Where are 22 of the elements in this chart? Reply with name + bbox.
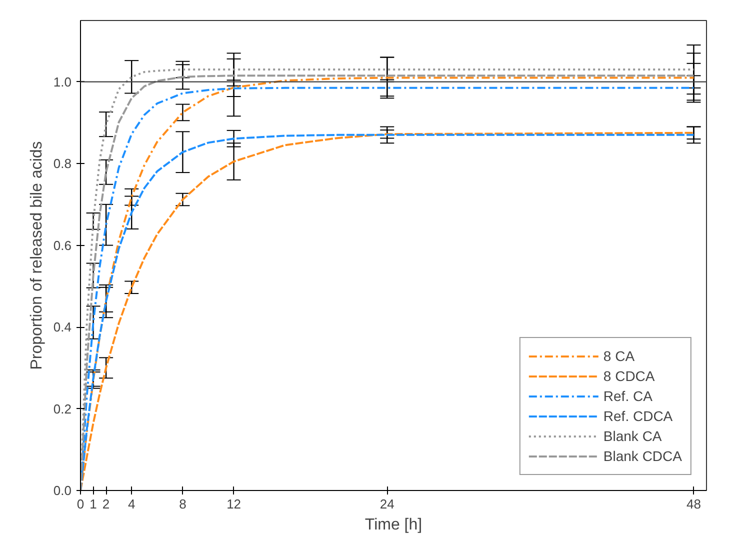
legend-label: Blank CDCA: [603, 448, 682, 464]
x-tick-label: 1: [90, 496, 97, 512]
legend-label: 8 CA: [603, 348, 635, 364]
y-tick-label: 0.6: [53, 238, 72, 253]
legend-label: Ref. CDCA: [603, 408, 673, 424]
x-tick-label: 12: [226, 496, 242, 512]
y-tick-label: 0.4: [53, 320, 72, 335]
y-axis-title: Proportion of released bile acids: [28, 141, 46, 370]
legend-label: Ref. CA: [603, 388, 652, 404]
x-tick-label: 24: [380, 496, 394, 512]
x-tick-label: 0: [76, 496, 84, 512]
x-tick-label: 8: [179, 496, 186, 512]
y-tick-label: 0.8: [53, 156, 72, 172]
x-tick-label: 4: [128, 496, 136, 512]
legend-label: Blank CA: [603, 428, 662, 444]
x-axis-title: Time [h]: [364, 516, 422, 534]
legend-label: 8 CDCA: [603, 368, 655, 384]
x-tick-label: 2: [102, 496, 110, 512]
y-tick-label: 0.2: [53, 401, 72, 416]
x-tick-label: 48: [686, 496, 701, 512]
y-tick-label: 0.0: [53, 483, 72, 498]
y-tick-label: 1.0: [53, 74, 72, 90]
